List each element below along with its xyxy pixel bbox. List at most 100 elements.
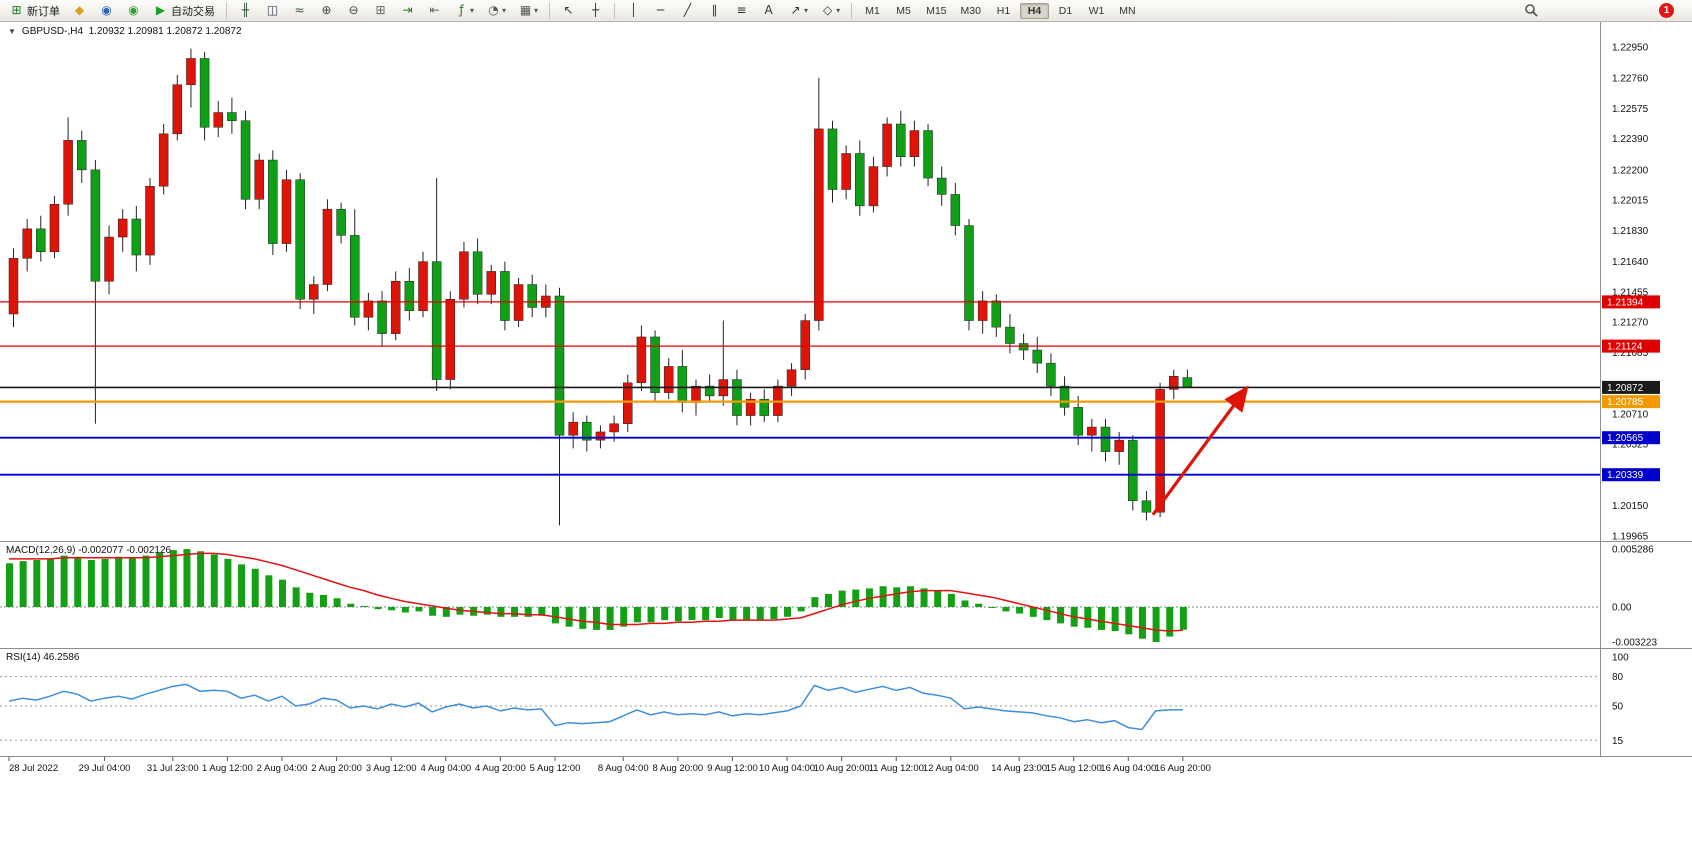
macd-histogram-bar	[279, 579, 286, 607]
candle-bullish	[1155, 389, 1165, 513]
candle-bullish	[1169, 376, 1179, 390]
symbol-ohlc-label: GBPUSD-,H4 1.20932 1.20981 1.20872 1.208…	[21, 26, 242, 37]
toolbar-left-group: ⊞ 新订单 ◆ ◉ ◉ ▶ 自动交易 ╫ ◫ ≈ ⊕ ⊖ ⊞ ⇥ ⇤ ƒ ▾ ◔ ▾ ▦ ▾ ↖ ┼ │ ─ ╱ ∥ ≡ A ↗ ▾ ◇ ▾ M1…	[4, 1, 1524, 21]
line-chart-button[interactable]: ≈	[287, 1, 312, 20]
macd-histogram-bar	[1084, 607, 1092, 628]
market-watch-button[interactable]: ◉	[121, 1, 146, 20]
timeframe-button-d1[interactable]: D1	[1058, 4, 1073, 17]
charts-window-button[interactable]: ◆	[67, 1, 92, 20]
auto-scroll-button[interactable]: ⇥	[395, 1, 420, 20]
tile-windows-button[interactable]: ⊞	[368, 1, 393, 20]
price-tick-label: 1.21085	[1612, 348, 1649, 359]
timeframe-button-m5[interactable]: M5	[896, 4, 911, 17]
time-tick-label: 16 Aug 20:00	[1155, 763, 1211, 774]
chevron-down-icon[interactable]: ▾	[804, 6, 809, 15]
text-button[interactable]: A	[756, 1, 781, 20]
cursor-button[interactable]: ↖	[556, 1, 581, 20]
crosshair-button[interactable]: ┼	[583, 1, 608, 20]
main-chart-background[interactable]	[0, 22, 1600, 541]
trendline-button[interactable]: ╱	[675, 1, 700, 20]
price-tag-label: 1.20565	[1607, 433, 1644, 444]
shapes-button[interactable]: ◇ ▾	[815, 1, 845, 20]
search-button[interactable]	[1524, 3, 1539, 18]
candle-bullish	[1114, 439, 1124, 452]
timeframe-button-m30[interactable]: M30	[960, 4, 981, 17]
macd-histogram-bar	[224, 558, 232, 607]
price-tag-label: 1.20339	[1607, 470, 1644, 481]
candle-bullish	[1087, 426, 1097, 436]
timeframe-button-m15[interactable]: M15	[926, 4, 947, 17]
fibonacci-button[interactable]: ≡	[729, 1, 754, 20]
candle-bearish	[90, 169, 101, 282]
price-tick-label: 1.21455	[1612, 287, 1649, 298]
indicators-button[interactable]: ƒ ▾	[449, 1, 479, 20]
candle-bullish	[663, 366, 674, 393]
candle-bullish	[8, 258, 19, 315]
chevron-down-icon[interactable]: ▾	[470, 6, 475, 15]
bar-chart-icon: ╫	[241, 3, 250, 17]
macd-histogram-bar	[906, 586, 914, 607]
zoom-out-button[interactable]: ⊖	[341, 1, 366, 20]
time-tick-label: 14 Aug 23:00	[991, 763, 1047, 774]
candle-bullish	[104, 236, 114, 282]
macd-histogram-bar	[579, 607, 587, 629]
one-click-trading-toggle[interactable]: ▼	[8, 27, 16, 36]
candle-bullish	[595, 431, 606, 441]
price-tick-label: 1.22015	[1612, 196, 1649, 207]
macd-histogram-bar	[947, 593, 955, 607]
chevron-down-icon[interactable]: ▾	[502, 6, 507, 15]
candle-bearish	[1046, 362, 1056, 387]
chart-shift-button[interactable]: ⇤	[422, 1, 447, 20]
equidistant-channel-button[interactable]: ∥	[702, 1, 727, 20]
macd-histogram-bar	[306, 592, 314, 607]
macd-histogram-bar	[565, 607, 573, 627]
timeframe-button-m1[interactable]: M1	[865, 4, 880, 17]
time-axis-background[interactable]	[0, 757, 1692, 778]
candle-bearish	[650, 336, 660, 393]
candle-bullish	[145, 185, 155, 256]
candle-bullish	[623, 382, 633, 425]
templates-icon: ▦	[519, 3, 532, 17]
candle-bullish	[322, 208, 333, 285]
horizontal-line-button[interactable]: ─	[648, 1, 673, 20]
price-tag-label: 1.20785	[1607, 397, 1644, 408]
auto-trading-button[interactable]: ▶ 自动交易	[148, 1, 220, 21]
line-chart-icon: ≈	[294, 3, 305, 17]
chevron-down-icon[interactable]: ▾	[534, 6, 539, 15]
price-tick-label: 1.22950	[1612, 43, 1649, 54]
rsi-axis-label: 80	[1612, 672, 1624, 683]
notification-badge[interactable]: 1	[1659, 3, 1674, 18]
macd-histogram-bar	[33, 560, 41, 607]
time-tick-label: 10 Aug 20:00	[814, 763, 870, 774]
candle-bullish	[254, 159, 264, 200]
chevron-down-icon[interactable]: ▾	[836, 6, 841, 15]
periods-button[interactable]: ◔ ▾	[481, 1, 511, 20]
vertical-line-button[interactable]: │	[621, 1, 646, 20]
profiles-button[interactable]: ◉	[94, 1, 119, 20]
timeframe-button-h4[interactable]: H4	[1019, 2, 1049, 19]
candle-bullish	[977, 300, 988, 321]
rsi-background[interactable]	[0, 649, 1600, 756]
timeframe-button-w1[interactable]: W1	[1088, 4, 1105, 17]
timeframe-button-mn[interactable]: MN	[1119, 4, 1136, 17]
candle-bullish	[786, 369, 797, 387]
top-toolbar: ⊞ 新订单 ◆ ◉ ◉ ▶ 自动交易 ╫ ◫ ≈ ⊕ ⊖ ⊞ ⇥ ⇤ ƒ ▾ ◔ ▾ ▦ ▾ ↖ ┼ │ ─ ╱ ∥ ≡ A ↗ ▾ ◇ ▾ M1…	[0, 0, 1692, 22]
trend-arrow-annotation[interactable]	[1151, 385, 1249, 516]
bar-chart-button[interactable]: ╫	[233, 1, 258, 20]
templates-button[interactable]: ▦ ▾	[513, 1, 543, 20]
new-order-button[interactable]: ⊞ 新订单	[4, 1, 65, 21]
candle-bearish	[377, 300, 387, 334]
candlestick-chart-button[interactable]: ◫	[260, 1, 285, 20]
macd-histogram-bar	[975, 603, 983, 607]
arrow-tool-button[interactable]: ↗ ▾	[783, 1, 813, 20]
zoom-in-button[interactable]: ⊕	[314, 1, 339, 20]
time-tick-label: 12 Aug 04:00	[923, 763, 979, 774]
timeframe-button-h1[interactable]: H1	[996, 4, 1011, 17]
trendline-icon: ╱	[683, 3, 692, 17]
tile-windows-icon: ⊞	[375, 3, 386, 17]
macd-histogram-bar	[429, 607, 437, 616]
macd-histogram-bar	[415, 607, 423, 612]
candle-bullish	[363, 300, 374, 318]
vertical-line-icon: │	[629, 3, 638, 17]
